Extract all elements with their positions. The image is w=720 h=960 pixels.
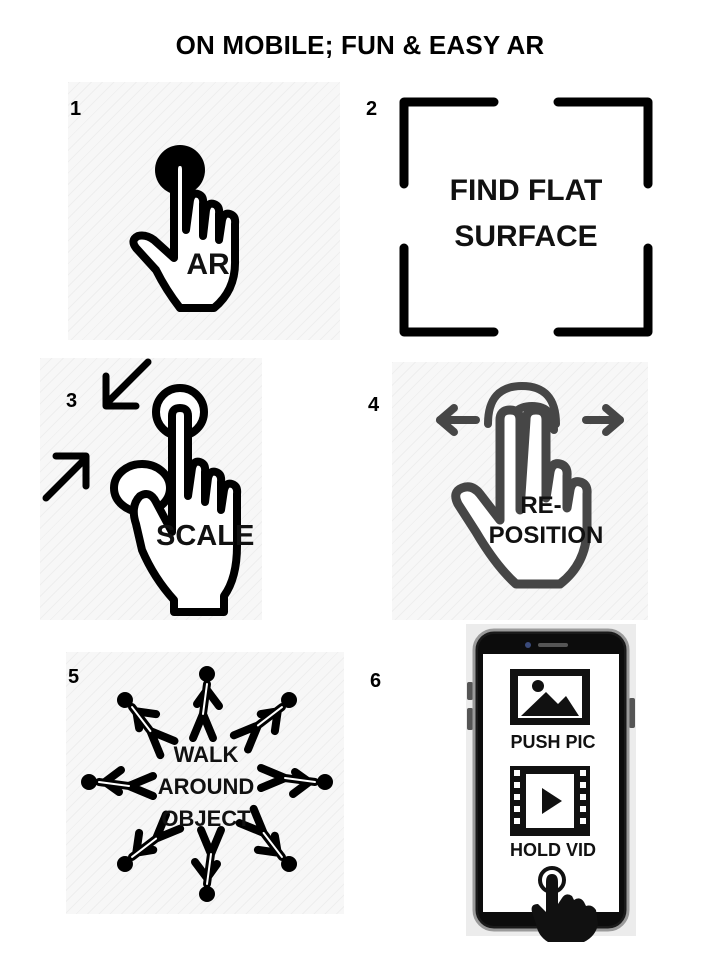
smartphone-icon [466, 624, 636, 942]
step-3-number: 3 [66, 390, 78, 412]
step-5-label-line1: WALK [173, 742, 239, 767]
step-1-label: AR [186, 248, 230, 281]
step-1-number: 1 [70, 98, 82, 120]
scan-frame-icon [399, 97, 653, 337]
step-4-label-line1: RE- [520, 492, 562, 519]
page-title: ON MOBILE; FUN & EASY AR [175, 30, 545, 60]
step-3-label: SCALE [156, 520, 255, 552]
step-6-label-pic: PUSH PIC [510, 732, 596, 752]
step-6-label-vid: HOLD VID [509, 840, 596, 860]
step-2-label-line1: FIND FLAT [449, 174, 603, 207]
step-2-label-line2: SURFACE [454, 220, 598, 253]
step-2-number: 2 [366, 98, 378, 120]
step-5-label-line3: OBJECT [161, 806, 251, 831]
tap-finger-icon [129, 145, 240, 312]
step-6-number: 6 [370, 670, 382, 692]
pinch-scale-icon [42, 358, 242, 616]
step-5-number: 5 [68, 666, 80, 688]
step-5-label-line2: AROUND [157, 774, 255, 799]
step-4-label-line2: POSITION [488, 522, 604, 549]
two-finger-drag-icon [436, 382, 624, 589]
step-4-number: 4 [368, 394, 380, 416]
